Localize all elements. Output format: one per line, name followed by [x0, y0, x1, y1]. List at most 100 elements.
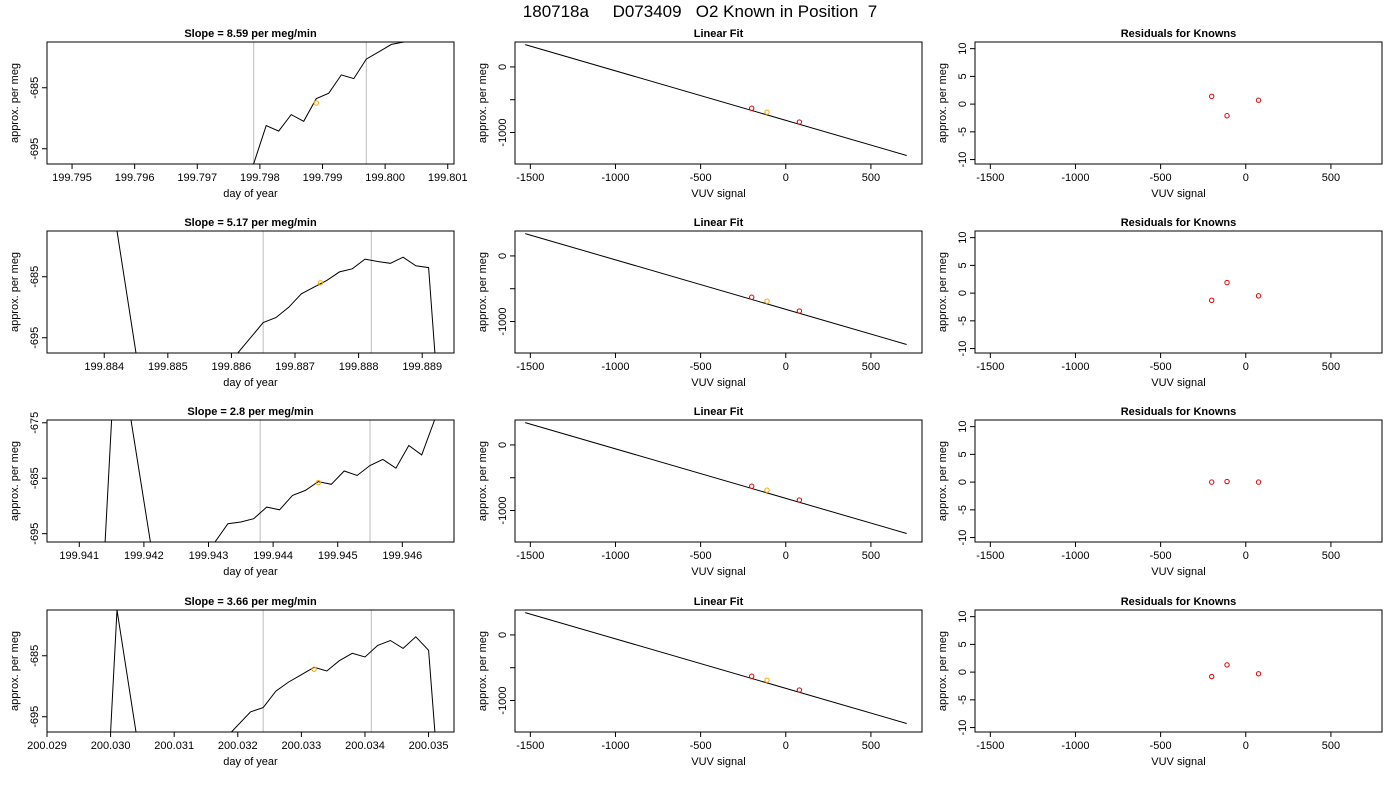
x-tick-label: 200.031	[154, 740, 194, 752]
x-tick-label: 199.795	[52, 172, 92, 184]
x-axis-label: day of year	[223, 756, 278, 768]
x-tick-label: 199.801	[428, 172, 468, 184]
data-trace	[253, 42, 404, 164]
y-axis-label: approx. per meg	[9, 63, 21, 143]
x-tick-label: 199.886	[212, 361, 252, 373]
y-tick-label: 0	[957, 101, 969, 107]
plot-area	[110, 610, 436, 732]
linear-fit-2: Linear Fit -1500 -1000 -500 0 500 0 -1000 VUV si…	[477, 217, 923, 389]
x-tick-label: 199.800	[365, 172, 405, 184]
x-tick-label: -500	[1150, 361, 1172, 373]
x-tick-label: 0	[1243, 361, 1249, 373]
x-tick-label: 0	[783, 550, 789, 562]
x-tick-label: 200.035	[409, 740, 449, 752]
data-point	[1209, 479, 1215, 485]
x-tick-label: 199.885	[148, 361, 188, 373]
x-tick-label: -1000	[1061, 361, 1089, 373]
x-tick-label: 199.945	[318, 550, 358, 562]
x-tick-label: 500	[862, 172, 880, 184]
x-tick-label: 0	[1243, 740, 1249, 752]
panel-title: Linear Fit	[694, 28, 744, 40]
time-series-2: Slope = 5.17 per meg/min 199.884 199.885 19…	[9, 217, 455, 389]
y-axis-label: approx. per meg	[477, 63, 489, 143]
x-tick-label: 0	[1243, 172, 1249, 184]
x-tick-label: -1000	[601, 361, 629, 373]
y-axis-label: approx. per meg	[477, 252, 489, 332]
y-tick-label: -10	[957, 341, 969, 357]
y-tick-label: -10	[957, 152, 969, 168]
residuals-3: Residuals for Knowns -1500 -1000 -500 0 500 -1…	[937, 406, 1383, 578]
x-tick-label: -500	[690, 550, 712, 562]
y-axis-label: approx. per meg	[9, 631, 21, 711]
x-tick-label: 199.797	[177, 172, 217, 184]
x-tick-label: -1500	[976, 550, 1004, 562]
data-point	[796, 497, 803, 503]
marker-point	[764, 298, 770, 304]
plot-frame	[46, 609, 455, 733]
x-tick-label: 200.032	[218, 740, 258, 752]
x-tick-label: 199.942	[124, 550, 164, 562]
plot-area	[525, 233, 907, 345]
time-series-4: Slope = 3.66 per meg/min 200.029 200.030 20…	[9, 596, 455, 768]
plot-frame	[514, 41, 923, 165]
panel-title: Residuals for Knowns	[1121, 28, 1237, 40]
x-tick-label: -1500	[976, 172, 1004, 184]
x-axis-label: VUV signal	[1151, 377, 1205, 389]
x-tick-label: -500	[690, 172, 712, 184]
panel-title: Residuals for Knowns	[1121, 217, 1237, 229]
x-tick-label: -500	[1150, 172, 1172, 184]
x-tick-label: 200.034	[345, 740, 385, 752]
y-axis-label: approx. per meg	[477, 631, 489, 711]
marker-point	[764, 677, 770, 683]
data-point	[1209, 673, 1215, 680]
data-point	[1255, 97, 1262, 103]
fit-line	[525, 612, 907, 724]
plot-frame	[46, 419, 455, 543]
y-tick-label: -5	[957, 695, 969, 705]
x-tick-label: 199.941	[59, 550, 99, 562]
plot-frame	[974, 230, 1383, 354]
x-tick-label: 0	[783, 740, 789, 752]
x-tick-label: 500	[1322, 172, 1340, 184]
plot-area	[525, 44, 907, 156]
x-tick-label: 200.029	[27, 740, 67, 752]
x-tick-label: 199.798	[240, 172, 280, 184]
x-tick-label: -1000	[1061, 172, 1089, 184]
y-tick-label: -685	[29, 77, 41, 99]
plot-frame	[974, 419, 1383, 543]
panel-title: Slope = 3.66 per meg/min	[184, 596, 317, 608]
x-tick-label: -500	[1150, 740, 1172, 752]
x-tick-label: 0	[783, 361, 789, 373]
data-point	[796, 119, 803, 125]
x-tick-label: 0	[1243, 550, 1249, 562]
x-tick-label: -1000	[1061, 550, 1089, 562]
plot-frame	[514, 419, 923, 543]
x-tick-label: 500	[1322, 740, 1340, 752]
y-tick-label: -1000	[497, 307, 509, 335]
plot-area	[1209, 662, 1262, 680]
x-axis-label: day of year	[223, 377, 278, 389]
linear-fit-1: Linear Fit -1500 -1000 -500 0 500 0 -1000 VUV si…	[477, 28, 923, 200]
marker-point	[313, 100, 319, 106]
plot-area	[1209, 93, 1262, 119]
plot-frame	[514, 609, 923, 733]
x-tick-label: -1000	[601, 172, 629, 184]
panel-title: Slope = 2.8 per meg/min	[187, 406, 314, 418]
x-tick-label: 200.030	[91, 740, 131, 752]
fit-line	[525, 422, 907, 534]
x-tick-label: 199.943	[189, 550, 229, 562]
linear-fit-4: Linear Fit -1500 -1000 -500 0 500 0 -1000 VUV si…	[477, 596, 923, 768]
panel-title: Slope = 5.17 per meg/min	[184, 217, 317, 229]
marker-point	[317, 280, 324, 286]
y-tick-label: -1000	[497, 686, 509, 714]
data-point	[749, 294, 755, 300]
x-tick-label: 199.884	[84, 361, 124, 373]
plot-area	[525, 612, 907, 724]
x-tick-label: 199.887	[275, 361, 315, 373]
y-tick-label: 0	[957, 669, 969, 675]
x-tick-label: -1500	[516, 550, 544, 562]
plot-area	[525, 422, 907, 534]
x-axis-label: day of year	[223, 566, 278, 578]
y-tick-label: -5	[957, 505, 969, 515]
data-point	[1209, 297, 1215, 304]
